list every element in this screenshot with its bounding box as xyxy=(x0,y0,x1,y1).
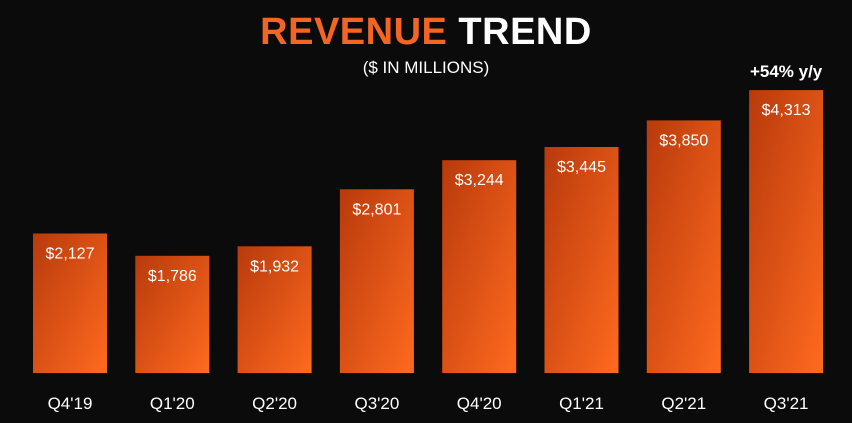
bars-layer xyxy=(33,90,824,374)
chart-title: REVENUE TREND xyxy=(0,11,852,54)
x-tick-label-Q3'21: Q3'21 xyxy=(764,394,809,413)
chart-subtitle: ($ IN MILLIONS) xyxy=(362,58,490,77)
data-labels-layer: $2,127 $1,786 $1,932 $2,801 $3,244 $3,445 $3,8… xyxy=(46,102,811,285)
bar-Q2'20 xyxy=(237,246,312,373)
x-tick-label-Q2'20: Q2'20 xyxy=(252,394,297,413)
annotation-yoy-growth: +54% y/y xyxy=(750,62,823,81)
data-label-Q1'20: $1,786 xyxy=(148,268,197,285)
bar-Q1'21 xyxy=(544,147,619,373)
data-label-Q4'19: $2,127 xyxy=(46,246,95,263)
chart-title-main: TREND xyxy=(447,11,592,53)
bar-Q4'20 xyxy=(442,160,517,373)
bar-Q3'20 xyxy=(339,189,414,373)
x-tick-label-Q4'19: Q4'19 xyxy=(48,394,93,413)
data-label-Q4'20: $3,244 xyxy=(455,172,504,189)
bar-Q1'20 xyxy=(135,255,210,373)
x-tick-labels-layer: Q4'19 Q1'20 Q2'20 Q3'20 Q4'20 Q1'21 Q2'21 Q3'21 xyxy=(48,394,809,413)
x-tick-label-Q1'20: Q1'20 xyxy=(150,394,195,413)
data-label-Q1'21: $3,445 xyxy=(557,159,606,176)
data-label-Q2'21: $3,850 xyxy=(659,132,708,149)
data-label-Q3'21: $4,313 xyxy=(762,102,811,119)
x-tick-label-Q1'21: Q1'21 xyxy=(559,394,604,413)
x-tick-label-Q3'20: Q3'20 xyxy=(354,394,399,413)
data-label-Q3'20: $2,801 xyxy=(352,201,401,218)
x-tick-label-Q4'20: Q4'20 xyxy=(457,394,502,413)
data-label-Q2'20: $1,932 xyxy=(250,258,299,275)
annotations-layer: +54% y/y xyxy=(750,62,823,81)
bar-Q4'19 xyxy=(33,233,107,373)
chart-title-accent: REVENUE xyxy=(260,11,448,53)
bar-Q2'21 xyxy=(646,120,721,374)
bar-Q3'21 xyxy=(749,90,824,373)
x-tick-label-Q2'21: Q2'21 xyxy=(661,394,706,413)
